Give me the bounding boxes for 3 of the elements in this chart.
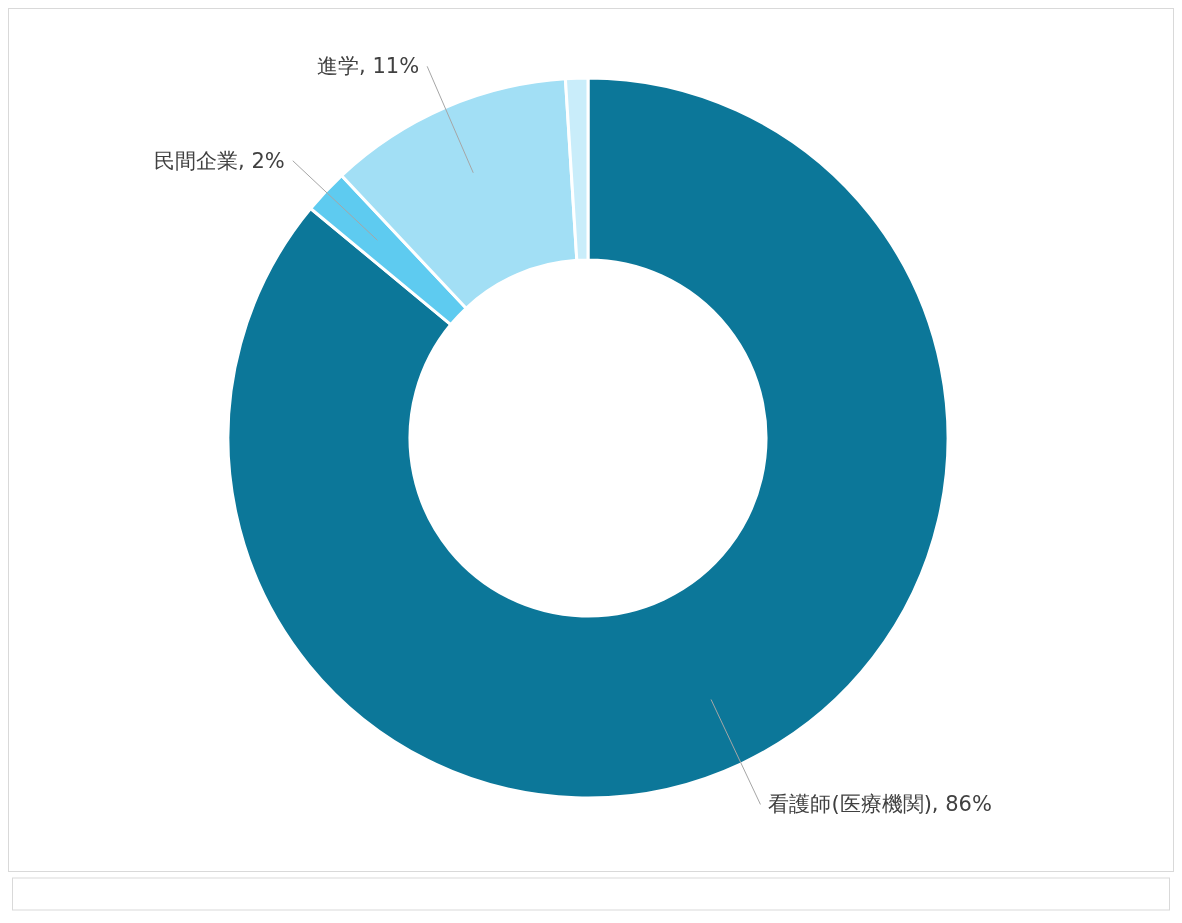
slice-label: 民間企業, 2%	[154, 148, 285, 173]
slice-label: 進学, 11%	[317, 54, 420, 79]
slice-label: 看護師(医療機関), 86%	[768, 792, 992, 817]
